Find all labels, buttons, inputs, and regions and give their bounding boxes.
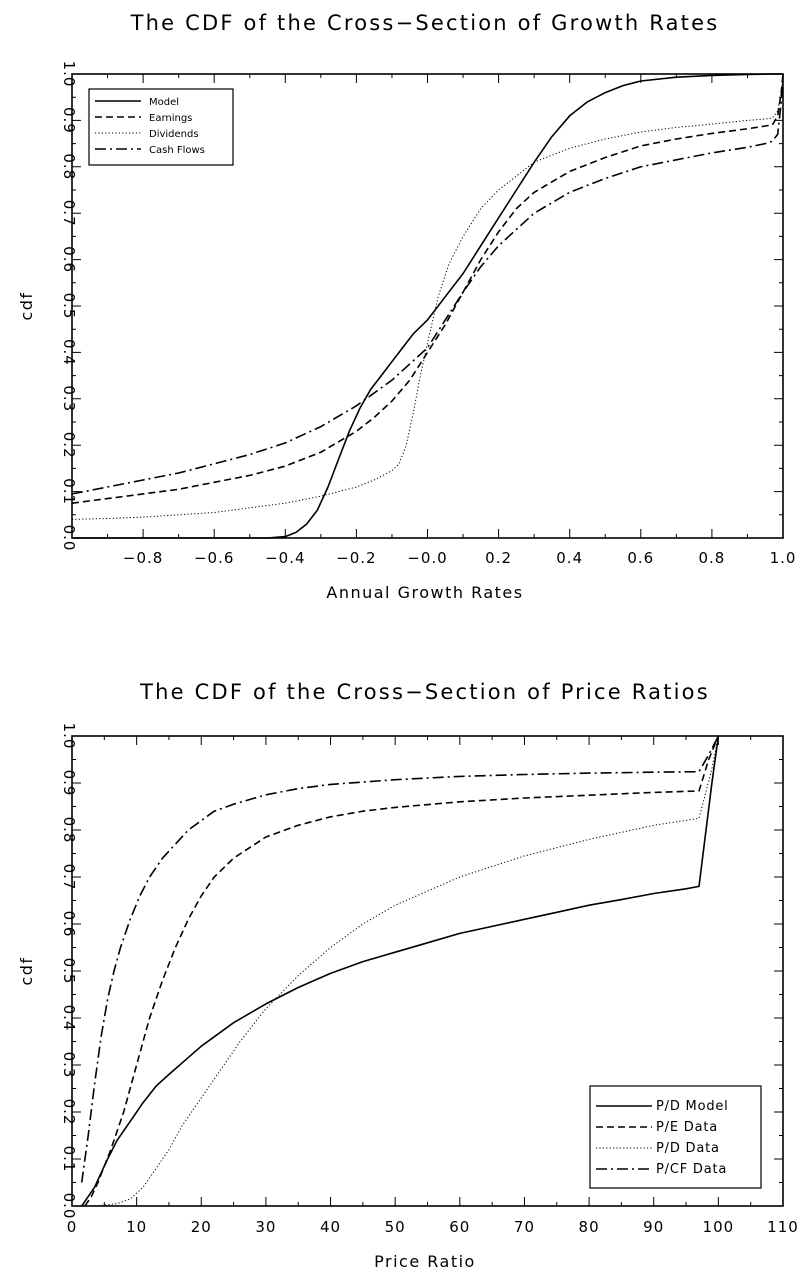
chart-1: The CDF of the Cross−Section of Growth R… — [17, 11, 797, 602]
x-tick-label: −0.4 — [265, 549, 305, 567]
y-tick-label: 0.0 — [60, 1193, 78, 1220]
x-tick-label: 0 — [67, 1218, 78, 1236]
chart-title: The CDF of the Cross−Section of Growth R… — [130, 11, 720, 35]
legend-entry: P/E Data — [656, 1120, 718, 1135]
chart-title: The CDF of the Cross−Section of Price Ra… — [139, 680, 710, 704]
x-tick-label: 80 — [579, 1218, 600, 1236]
series-line-1 — [81, 735, 720, 1207]
legend-entry: P/CF Data — [656, 1162, 727, 1177]
x-tick-label: 110 — [767, 1218, 799, 1236]
x-tick-label: −0.0 — [407, 549, 447, 567]
x-tick-label: −0.6 — [194, 549, 234, 567]
y-tick-label: 0.4 — [60, 339, 78, 366]
y-axis-label: cdf — [17, 291, 36, 320]
x-axis-label: Price Ratio — [374, 1252, 476, 1271]
legend-entry: Dividends — [149, 129, 199, 140]
y-tick-label: 0.1 — [60, 1146, 78, 1173]
chart-2: The CDF of the Cross−Section of Price Ra… — [17, 680, 799, 1271]
series-line-1 — [72, 73, 783, 539]
legend-entry: P/D Model — [656, 1099, 729, 1114]
legend-entry: Cash Flows — [149, 145, 205, 156]
y-tick-label: 0.6 — [60, 246, 78, 273]
y-tick-label: 0.7 — [60, 864, 78, 891]
y-tick-label: 0.8 — [60, 817, 78, 844]
x-tick-label: 100 — [703, 1218, 735, 1236]
x-tick-label: 1.0 — [770, 549, 797, 567]
y-tick-label: 0.4 — [60, 1005, 78, 1032]
x-tick-label: −0.8 — [123, 549, 163, 567]
x-tick-label: 0.4 — [556, 549, 583, 567]
y-tick-label: 0.3 — [60, 385, 78, 412]
y-tick-label: 0.1 — [60, 478, 78, 505]
x-axis-label: Annual Growth Rates — [326, 583, 523, 602]
x-tick-label: 30 — [255, 1218, 276, 1236]
y-tick-label: 0.5 — [60, 958, 78, 985]
x-tick-label: 0.2 — [485, 549, 512, 567]
legend-entry: P/D Data — [656, 1141, 720, 1156]
series-line-4 — [72, 73, 784, 495]
y-tick-label: 0.5 — [60, 293, 78, 320]
x-tick-label: 0.8 — [698, 549, 725, 567]
y-tick-label: 1.0 — [60, 61, 78, 88]
series-line-4 — [80, 735, 720, 1183]
y-tick-label: 0.8 — [60, 153, 78, 180]
legend: P/D Model P/E Data P/D Data P/CF Data — [589, 1085, 762, 1189]
x-tick-label: 70 — [514, 1218, 535, 1236]
y-tick-label: 0.9 — [60, 770, 78, 797]
series-line-2 — [84, 735, 720, 1207]
x-tick-label: 50 — [385, 1218, 406, 1236]
x-tick-label: 40 — [320, 1218, 341, 1236]
x-tick-label: 0.6 — [627, 549, 654, 567]
legend-entry: Earnings — [149, 113, 192, 124]
series-line-3 — [91, 735, 719, 1207]
x-tick-label: 20 — [191, 1218, 212, 1236]
x-tick-label: 10 — [126, 1218, 147, 1236]
y-tick-label: 0.7 — [60, 200, 78, 227]
y-tick-label: 0.6 — [60, 911, 78, 938]
x-tick-label: 60 — [449, 1218, 470, 1236]
y-tick-label: 0.3 — [60, 1052, 78, 1079]
y-tick-label: 0.0 — [60, 525, 78, 552]
series-line-3 — [72, 73, 784, 520]
axis-ticks — [71, 735, 784, 1207]
legend-entry: Model — [149, 97, 179, 108]
y-tick-label: 0.2 — [60, 1099, 78, 1126]
y-tick-label: 0.9 — [60, 107, 78, 134]
legend: Model Earnings Dividends Cash Flows — [88, 88, 234, 166]
x-tick-label: −0.2 — [336, 549, 376, 567]
y-tick-label: 0.2 — [60, 432, 78, 459]
y-axis-label: cdf — [17, 956, 36, 985]
x-tick-label: 90 — [643, 1218, 664, 1236]
y-tick-label: 1.0 — [60, 723, 78, 750]
